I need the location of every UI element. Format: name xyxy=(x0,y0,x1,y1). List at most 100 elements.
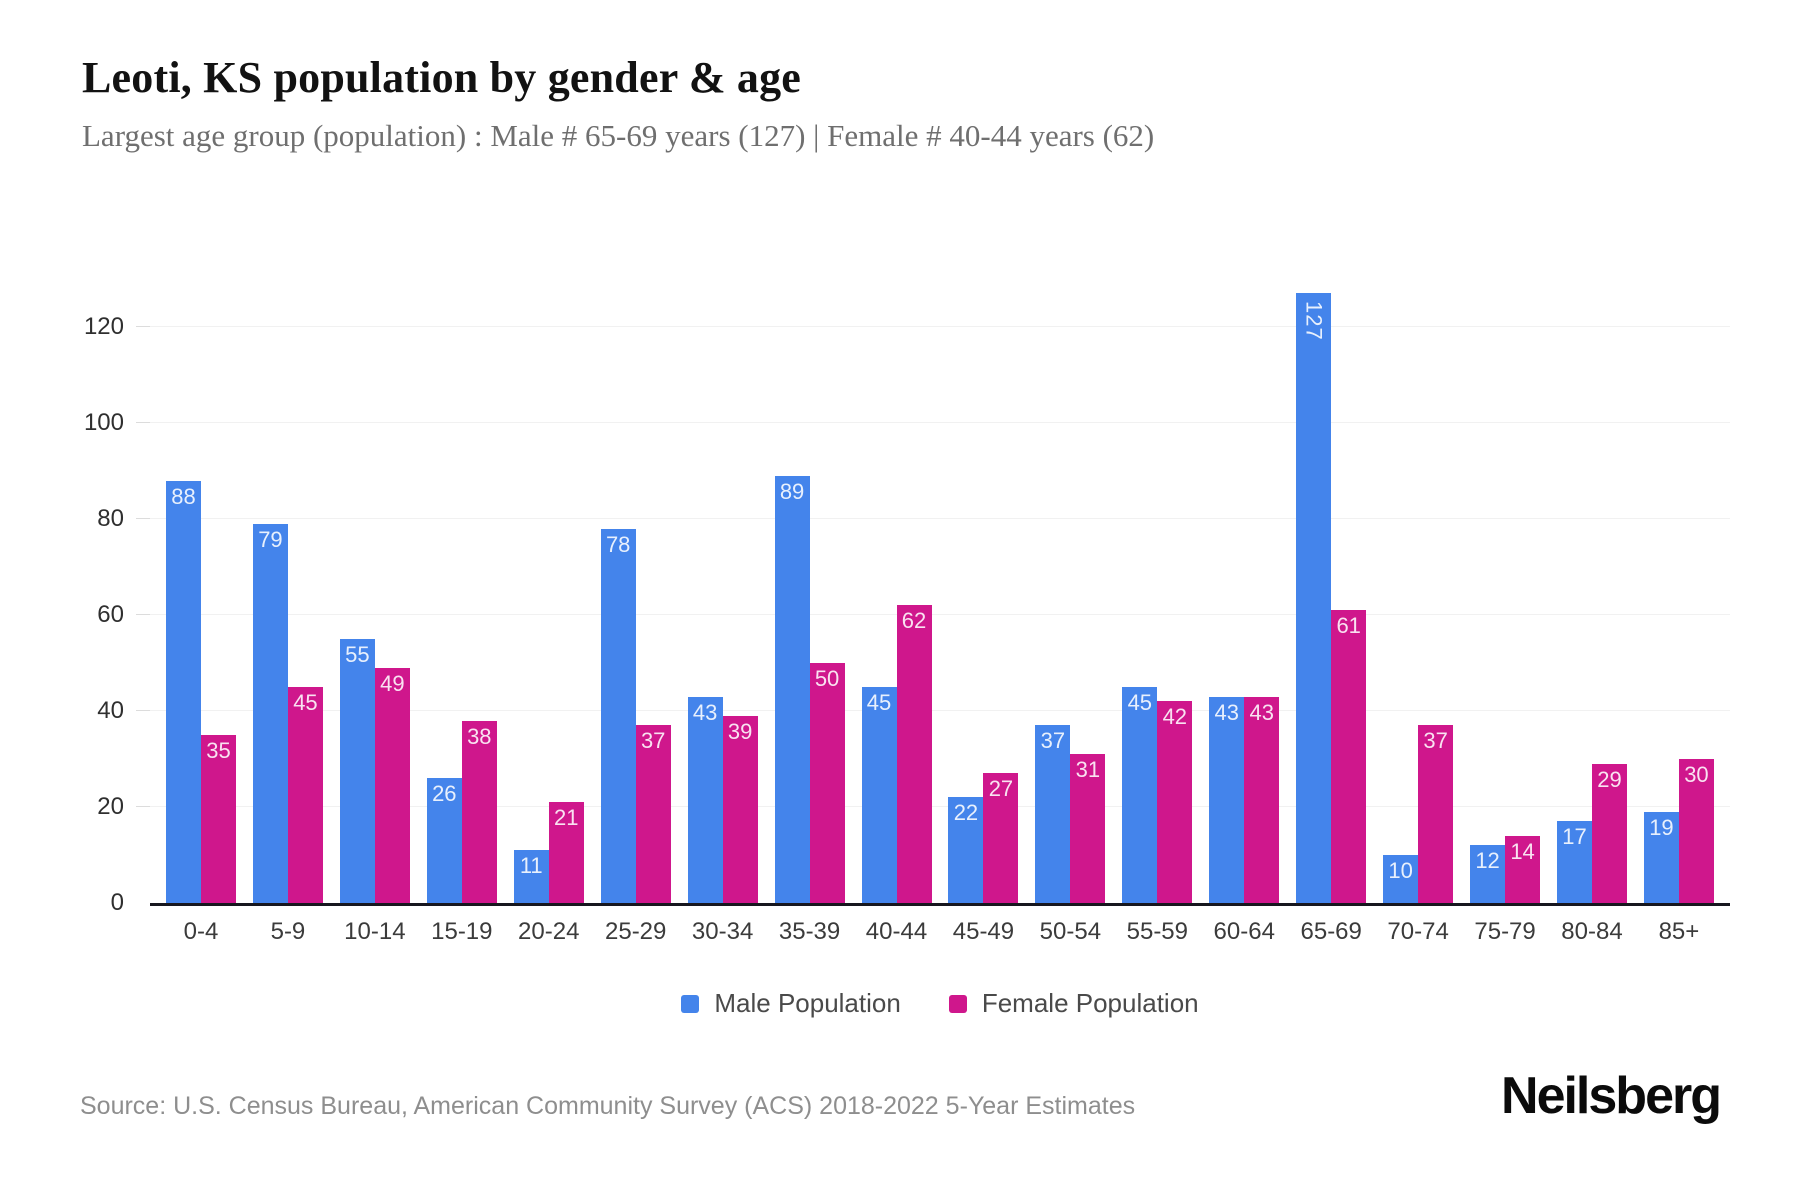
x-axis-label: 45-49 xyxy=(952,918,1015,945)
bar-group-0-4: 88 35 0-4 xyxy=(166,480,236,945)
bar-value-label: 78 xyxy=(605,531,631,557)
bar-value-label: 26 xyxy=(432,781,457,807)
bar-value-label: 45 xyxy=(293,690,318,715)
bar-female[interactable]: 35 xyxy=(201,735,236,903)
bar-female[interactable]: 31 xyxy=(1070,754,1106,903)
bar-value-label: 29 xyxy=(1597,766,1622,792)
bar-group-80-84: 17 29 80-84 xyxy=(1557,763,1627,945)
x-axis-label: 20-24 xyxy=(518,918,580,945)
bar-group-35-39: 89 50 35-39 xyxy=(774,475,845,945)
x-axis-label: 35-39 xyxy=(778,918,841,945)
bar-male[interactable]: 19 xyxy=(1643,811,1679,903)
bar-value-label: 14 xyxy=(1510,838,1535,864)
bar-female[interactable]: 30 xyxy=(1678,759,1714,903)
bar-female[interactable]: 21 xyxy=(548,802,584,903)
bar-male[interactable]: 43 xyxy=(1209,696,1245,903)
bar-female[interactable]: 14 xyxy=(1505,835,1541,903)
y-axis-tick-label: 40 xyxy=(97,697,124,724)
bar-male[interactable]: 26 xyxy=(426,778,462,903)
bar-value-label: 21 xyxy=(554,805,579,831)
y-axis-tick-label: 0 xyxy=(110,889,124,916)
x-axis-label: 85+ xyxy=(1658,918,1700,945)
chart-subtitle: Largest age group (population) : Male # … xyxy=(82,118,1155,153)
bar-male[interactable]: 88 xyxy=(166,480,201,903)
bar-value-label: 37 xyxy=(1040,728,1066,754)
gridline xyxy=(150,326,1730,327)
bar-value-label: 42 xyxy=(1162,704,1188,730)
bar-group-5-9: 79 45 5-9 xyxy=(252,523,323,945)
brand-logo[interactable]: Neilsberg xyxy=(1501,1067,1722,1125)
x-axis-label: 70-74 xyxy=(1387,918,1449,945)
y-axis-tick-mark xyxy=(136,422,150,423)
y-axis-tick-mark xyxy=(136,806,150,807)
bar-female[interactable]: 50 xyxy=(809,663,845,903)
bar-female[interactable]: 61 xyxy=(1331,610,1367,903)
bar-male[interactable]: 10 xyxy=(1383,855,1419,903)
bar-male[interactable]: 22 xyxy=(948,797,984,903)
male-swatch-icon xyxy=(681,994,700,1013)
bar-male[interactable]: 17 xyxy=(1557,821,1592,903)
bar-female[interactable]: 49 xyxy=(374,667,410,903)
bar-male[interactable]: 79 xyxy=(252,523,288,903)
bar-value-label: 37 xyxy=(640,728,666,754)
chart-title: Leoti, KS population by gender & age xyxy=(82,53,802,102)
bar-value-label: 49 xyxy=(380,670,405,696)
legend-item-male[interactable]: Male Population xyxy=(681,988,901,1019)
bar-value-label: 43 xyxy=(1214,699,1239,725)
bar-male[interactable]: 127 xyxy=(1296,293,1332,903)
bar-female[interactable]: 45 xyxy=(287,687,323,903)
x-axis-label: 75-79 xyxy=(1474,918,1536,945)
x-axis-label: 0-4 xyxy=(183,918,219,945)
gridline xyxy=(150,422,1730,423)
y-axis-tick-label: 20 xyxy=(97,793,124,820)
x-axis-label: 5-9 xyxy=(270,918,306,945)
bar-value-label: 30 xyxy=(1684,762,1709,787)
bar-group-30-34: 43 39 30-34 xyxy=(687,696,758,945)
bar-male[interactable]: 11 xyxy=(513,850,549,903)
bar-value-label: 88 xyxy=(171,483,196,509)
bar-male[interactable]: 45 xyxy=(1122,687,1158,903)
bar-value-label: 27 xyxy=(988,776,1014,802)
x-axis-label: 60-64 xyxy=(1213,918,1275,945)
bar-female[interactable]: 29 xyxy=(1592,763,1627,903)
bar-female[interactable]: 37 xyxy=(635,725,671,903)
bar-female[interactable]: 42 xyxy=(1157,701,1193,903)
bar-female[interactable]: 38 xyxy=(461,720,497,903)
x-axis-label: 30-34 xyxy=(691,918,754,945)
bar-value-label: 79 xyxy=(258,526,283,552)
bar-female[interactable]: 27 xyxy=(983,773,1019,903)
bars-container: 88 35 0-4 79 45 5-9 55 49 10-14 26 38 15-19 11 21 20-2… xyxy=(150,287,1730,945)
bar-value-label: 37 xyxy=(1423,728,1448,754)
plot-area: 0 20 40 60 80 100 120 88 35 0-4 79 45 5-9 55 49 10-14 26… xyxy=(84,287,1730,945)
bar-value-label: 62 xyxy=(901,608,927,634)
bar-male[interactable]: 89 xyxy=(774,475,810,903)
bar-group-10-14: 55 49 10-14 xyxy=(339,639,410,945)
bar-male[interactable]: 45 xyxy=(861,687,897,903)
legend-label-male: Male Population xyxy=(714,988,901,1018)
bar-value-label: 12 xyxy=(1475,848,1500,874)
bar-group-45-49: 22 27 45-49 xyxy=(948,773,1019,945)
bar-male[interactable]: 78 xyxy=(600,528,636,903)
y-axis-tick-mark xyxy=(136,326,150,327)
bar-value-label: 17 xyxy=(1562,824,1587,850)
bar-female[interactable]: 39 xyxy=(722,715,758,903)
bar-female[interactable]: 37 xyxy=(1418,725,1454,903)
x-axis-label: 15-19 xyxy=(431,918,493,945)
bar-male[interactable]: 55 xyxy=(339,639,375,903)
bar-female[interactable]: 43 xyxy=(1244,696,1280,903)
bar-value-label: 45 xyxy=(1127,690,1153,715)
bar-value-label: 43 xyxy=(692,699,718,725)
bar-female[interactable]: 62 xyxy=(896,605,932,903)
bar-value-label: 39 xyxy=(727,718,753,744)
bar-male[interactable]: 43 xyxy=(687,696,723,903)
bar-male[interactable]: 37 xyxy=(1035,725,1071,903)
x-axis-label: 55-59 xyxy=(1126,918,1189,945)
legend-item-female[interactable]: Female Population xyxy=(948,988,1199,1019)
bar-group-15-19: 26 38 15-19 xyxy=(426,720,497,945)
bar-group-75-79: 12 14 75-79 xyxy=(1470,835,1541,945)
gridline xyxy=(150,710,1730,711)
bar-value-label: 19 xyxy=(1649,814,1674,840)
x-axis-label: 80-84 xyxy=(1561,918,1623,945)
bar-male[interactable]: 12 xyxy=(1470,845,1506,903)
bar-group-60-64: 43 43 60-64 xyxy=(1209,696,1280,945)
